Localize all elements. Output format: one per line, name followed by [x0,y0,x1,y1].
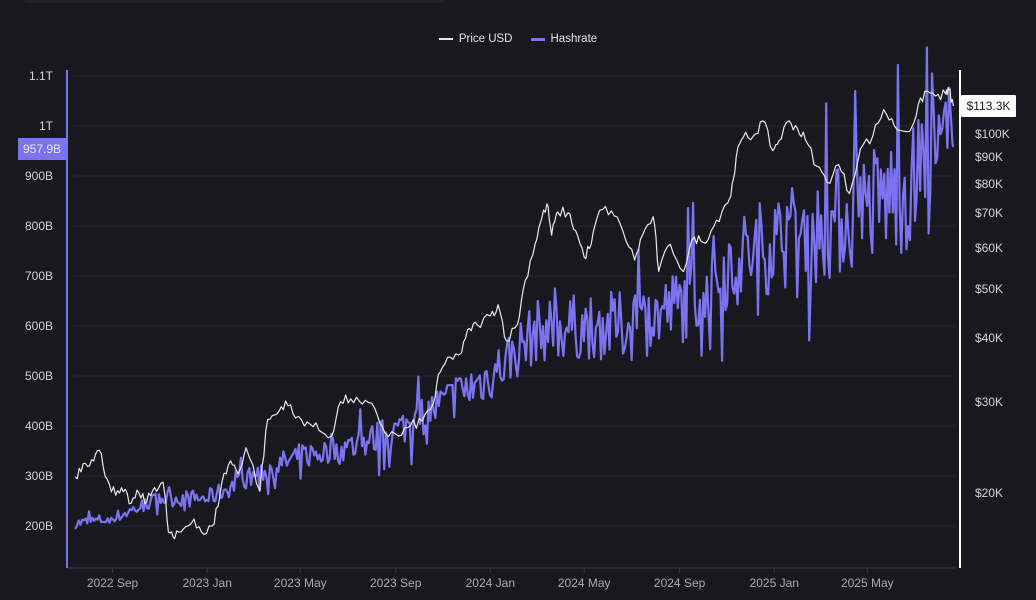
left-axis-tick-label: 1.1T [28,69,53,83]
x-axis-tick-label: 2023 Sep [369,576,422,590]
price-series [74,87,954,540]
left-axis-tick-label: 900B [24,169,53,183]
right-axis-tick-label: $30K [975,395,1004,410]
top-scrollbar[interactable] [24,0,444,3]
hashrate-current-value-badge: 957.9B [18,138,66,160]
right-axis-tick-label: $50K [975,281,1004,296]
left-axis-tick-label: 800B [24,219,53,233]
hashrate-series [74,46,955,530]
x-axis-tick-label: 2025 May [840,576,894,590]
axes [66,70,961,573]
right-axis-tick-label: $60K [975,240,1004,255]
legend-item-hashrate[interactable]: Hashrate [530,33,598,45]
left-axis-tick-label: 200B [24,519,53,533]
hashrate-line-swatch-icon [530,37,545,41]
left-axis-tick-label: 300B [24,469,53,483]
price-line-swatch-icon [438,38,453,40]
left-axis-tick-label: 1T [38,119,53,133]
right-axis-tick-label: $40K [975,331,1004,346]
price-current-value-badge: $113.3K [961,95,1016,117]
x-axis-tick-label: 2025 Jan [749,576,799,590]
left-axis-tick-label: 700B [24,269,53,283]
gridlines [73,75,955,527]
x-axis-tick-label: 2024 May [557,576,611,590]
right-axis-tick-label: $100K [975,126,1010,141]
legend-label-hashrate: Hashrate [550,33,598,45]
right-axis-tick-label: $70K [975,206,1004,221]
left-axis-tick-label: 500B [24,369,53,383]
x-axis-tick-label: 2024 Jan [465,576,516,590]
x-axis-tick-label: 2023 Jan [182,576,232,590]
x-axis-tick-label: 2022 Sep [86,576,139,590]
legend-label-price: Price USD [458,33,513,45]
legend-item-price[interactable]: Price USD [438,33,513,45]
x-axis-tick-label: 2023 May [273,576,327,590]
right-axis-tick-label: $90K [975,150,1004,165]
right-axis-tick-label: $80K [975,176,1004,191]
left-axis-tick-label: 400B [24,419,53,433]
right-axis-tick-label: $20K [975,485,1004,500]
chart-legend: Price USD Hashrate [0,33,1036,45]
left-axis-tick-label: 600B [24,319,53,333]
x-axis-tick-label: 2024 Sep [653,576,706,590]
